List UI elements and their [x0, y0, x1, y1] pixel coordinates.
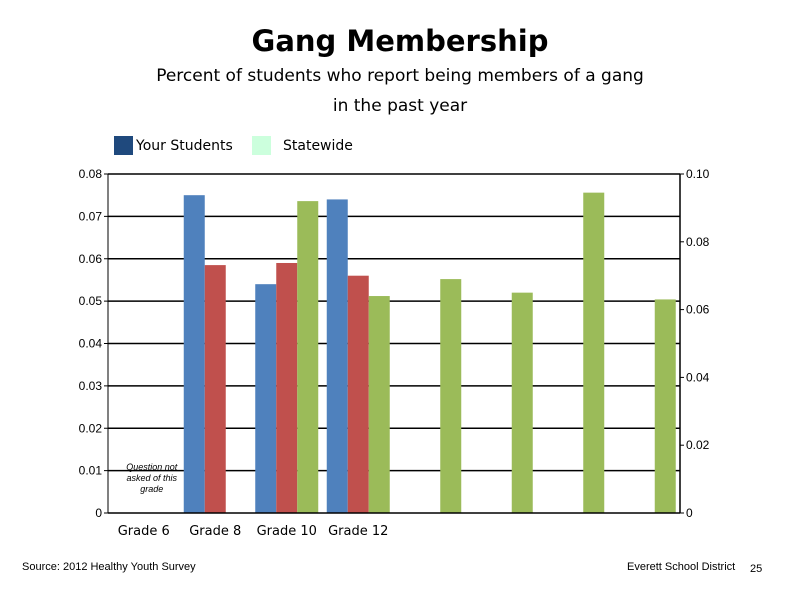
district-name: Everett School District — [627, 561, 736, 573]
bar-series3 — [583, 192, 605, 513]
annotation-text: asked of this — [126, 473, 177, 483]
legend-swatch-your-students — [114, 136, 133, 155]
y-left-tick-label: 0.07 — [79, 209, 103, 223]
bar-series1 — [255, 284, 277, 513]
y-left-tick-label: 0.01 — [79, 464, 103, 478]
bar-series3 — [511, 292, 533, 513]
bar-series3 — [368, 296, 390, 513]
x-category-label: Grade 6 — [118, 524, 170, 539]
chart-title: Gang Membership — [251, 24, 549, 58]
chart-subtitle-line1: Percent of students who report being mem… — [156, 66, 644, 86]
y-left-tick-label: 0.06 — [79, 252, 103, 266]
y-left-tick-label: 0.05 — [79, 294, 103, 308]
legend-swatch-statewide — [252, 136, 271, 155]
y-left-tick-label: 0 — [95, 506, 102, 520]
y-left-tick-label: 0.02 — [79, 421, 103, 435]
y-right-tick-label: 0.08 — [686, 235, 710, 249]
legend-label-statewide: Statewide — [283, 138, 353, 154]
legend-label-your-students: Your Students — [136, 138, 233, 154]
y-right-tick-label: 0 — [686, 506, 693, 520]
bar-series3 — [440, 279, 462, 513]
page-number: 25 — [750, 563, 763, 575]
bar-series2 — [204, 265, 226, 513]
y-left-tick-label: 0.08 — [79, 167, 103, 181]
y-right-tick-label: 0.02 — [686, 438, 710, 452]
y-right-tick-label: 0.10 — [686, 167, 710, 181]
y-right-tick-label: 0.04 — [686, 370, 710, 384]
source-note: Source: 2012 Healthy Youth Survey — [22, 561, 196, 573]
bar-series2 — [276, 262, 298, 513]
chart-subtitle-line2: in the past year — [332, 96, 468, 116]
bar-series2 — [347, 275, 369, 513]
y-right-tick-label: 0.06 — [686, 303, 710, 317]
y-left-tick-label: 0.04 — [79, 337, 103, 351]
x-category-label: Grade 8 — [189, 524, 241, 539]
y-left-tick-label: 0.03 — [79, 379, 103, 393]
annotation-text: Question not — [126, 462, 178, 472]
x-category-label: Grade 12 — [328, 524, 388, 539]
bar-series1 — [326, 199, 348, 514]
bar-series3 — [297, 201, 319, 513]
x-category-label: Grade 10 — [257, 524, 317, 539]
bar-series3 — [654, 299, 676, 513]
annotation-text: grade — [140, 484, 163, 494]
bar-series1 — [183, 195, 205, 513]
